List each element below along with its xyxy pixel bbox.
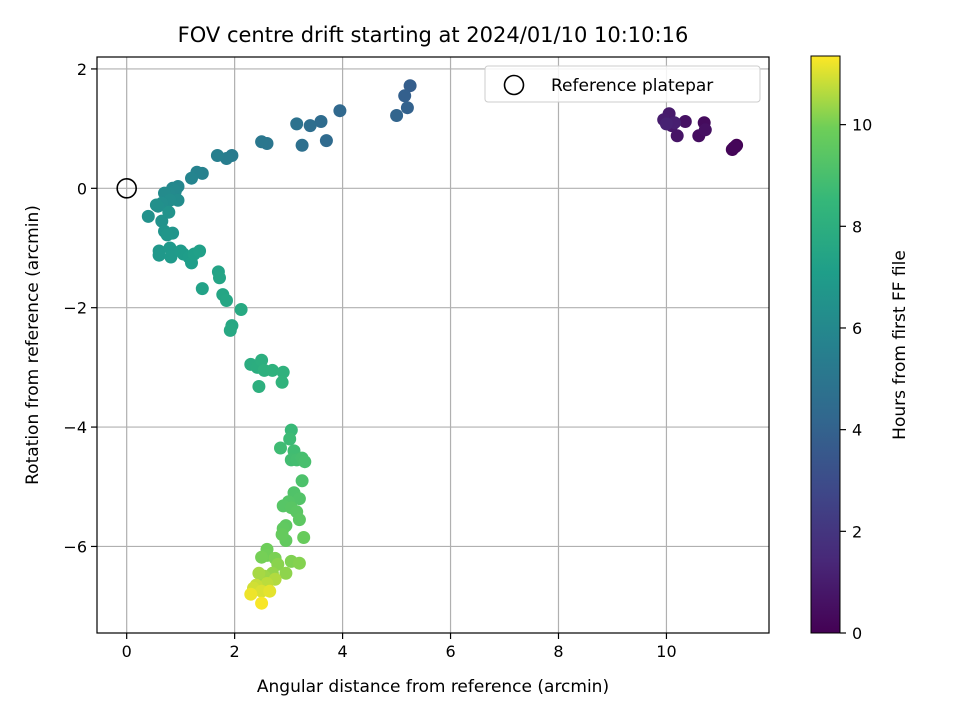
plot-frame [96, 56, 770, 634]
data-point [152, 248, 166, 262]
data-point [213, 271, 226, 285]
x-tick-label: 0 [122, 642, 132, 661]
colorbar-ticks: 0 2 4 6 8 10 [840, 116, 872, 643]
data-point [279, 566, 293, 580]
colorbar: 0 2 4 6 8 10 Hours from first FF file [810, 55, 910, 643]
data-point [403, 79, 417, 93]
data-point [160, 228, 174, 242]
y-tick-label: −2 [63, 299, 87, 318]
data-point [223, 323, 237, 337]
data-point [149, 198, 163, 212]
reference-platepar-marker [116, 178, 137, 199]
data-point [333, 104, 347, 118]
chart-title: FOV centre drift starting at 2024/01/10 … [178, 23, 689, 47]
x-axis-ticks: 0 2 4 6 8 10 [122, 633, 677, 661]
data-point [220, 294, 233, 307]
data-point [255, 596, 269, 610]
data-point [283, 432, 297, 446]
data-point [400, 101, 414, 115]
data-point [244, 587, 258, 601]
colorbar-tick-label: 4 [852, 421, 862, 440]
data-point [185, 171, 198, 185]
x-tick-label: 2 [230, 642, 240, 661]
data-point [193, 244, 207, 258]
data-point [252, 566, 266, 580]
data-point [319, 134, 333, 148]
data-point [265, 363, 279, 377]
data-point [162, 205, 176, 219]
data-point [275, 375, 289, 389]
data-point [292, 492, 306, 506]
data-point [276, 365, 290, 379]
data-point [292, 556, 306, 570]
data-point [141, 209, 155, 223]
data-point [195, 282, 209, 296]
data-point [678, 115, 692, 128]
data-point [274, 441, 287, 455]
data-points [141, 79, 744, 610]
data-point [290, 117, 304, 131]
data-point [698, 123, 712, 137]
x-tick-label: 10 [656, 642, 676, 661]
data-point [255, 550, 269, 564]
data-point [234, 303, 248, 316]
y-axis-ticks: 2 0 −2 −4 −6 [63, 60, 97, 556]
colorbar-tick-label: 6 [852, 319, 862, 338]
x-tick-label: 8 [553, 642, 563, 661]
data-point [255, 353, 269, 367]
y-tick-label: −6 [63, 537, 87, 556]
x-axis-label: Angular distance from reference (arcmin) [257, 677, 609, 697]
colorbar-tick-label: 8 [852, 217, 862, 236]
data-point [729, 140, 742, 153]
data-point [298, 455, 312, 469]
colorbar-tick-label: 10 [852, 116, 872, 135]
x-tick-label: 6 [445, 642, 455, 661]
data-point [314, 115, 328, 128]
legend: Reference platepar [484, 65, 761, 103]
colorbar-gradient [810, 55, 841, 634]
grid-lines [97, 57, 769, 633]
y-tick-label: −4 [63, 418, 87, 437]
x-tick-label: 4 [337, 642, 347, 661]
colorbar-tick-label: 2 [852, 522, 862, 541]
y-tick-label: 2 [77, 60, 87, 79]
y-axis-label: Rotation from reference (arcmin) [23, 205, 43, 485]
data-point [252, 380, 266, 393]
data-point [398, 89, 412, 103]
data-point [155, 214, 169, 228]
y-tick-label: 0 [77, 179, 87, 198]
legend-entry-reference-platepar: Reference platepar [551, 76, 713, 96]
legend-marker-icon [503, 74, 525, 96]
data-point [263, 584, 277, 598]
data-point [390, 109, 404, 122]
data-point [210, 149, 224, 162]
data-point [295, 138, 309, 152]
data-point [255, 135, 269, 149]
data-point [670, 129, 684, 143]
data-point [297, 531, 311, 544]
data-point [292, 513, 306, 527]
data-point [275, 528, 289, 541]
legend-box [484, 65, 761, 103]
data-point [164, 250, 178, 264]
data-point [303, 119, 317, 133]
colorbar-label: Hours from first FF file [890, 250, 910, 440]
colorbar-tick-label: 0 [852, 624, 862, 643]
data-point [659, 117, 673, 131]
data-point [295, 474, 309, 488]
